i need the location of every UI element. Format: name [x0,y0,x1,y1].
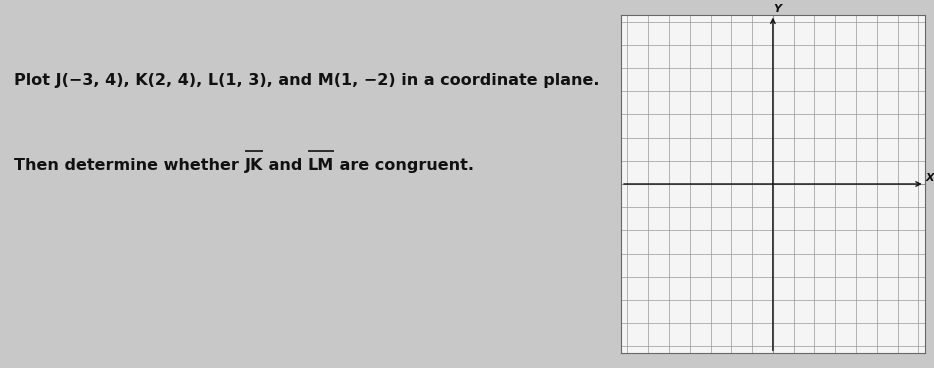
Text: Then determine whether: Then determine whether [14,158,245,173]
Text: are congruent.: are congruent. [334,158,474,173]
Text: JK: JK [245,158,262,173]
Text: Plot J(−3, 4), K(2, 4), L(1, 3), and M(1, −2) in a coordinate plane.: Plot J(−3, 4), K(2, 4), L(1, 3), and M(1… [14,74,600,88]
Text: X: X [926,173,934,183]
Text: LM: LM [308,158,334,173]
Text: and: and [262,158,308,173]
Text: Y: Y [773,4,781,14]
